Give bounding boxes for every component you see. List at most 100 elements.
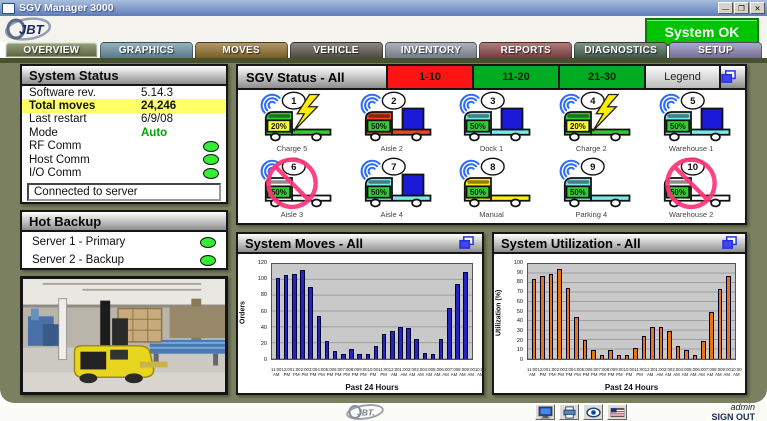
print-icon[interactable] [459, 236, 475, 250]
x-tick: 6:00 PM [334, 367, 343, 377]
vehicle-name: Dock 1 [479, 144, 504, 153]
jbt-footer-logo: JBT. [345, 404, 387, 421]
x-tick: 3:00 PM [564, 367, 574, 377]
vehicle-range-button-1-10[interactable]: 1-10 [388, 66, 475, 88]
chart-bar [332, 351, 338, 359]
x-tick: 3:00 AM [416, 367, 425, 377]
x-tick: 1:00 AM [399, 367, 408, 377]
chart-bar [717, 288, 723, 359]
chart-bar [582, 340, 588, 359]
tab-vehicle[interactable]: VEHICLE [289, 42, 383, 58]
chart-bar [675, 345, 681, 359]
chart-bar [650, 326, 655, 359]
chart-bar [591, 350, 596, 359]
bar-series [272, 264, 472, 359]
status-label: I/O Comm [29, 167, 82, 180]
x-tick: 7:00 AM [705, 367, 715, 377]
status-label: Total moves [29, 100, 96, 113]
sgv-status-panel: SGV Status - All 1-10 11-20 21-30 Legend 1… [236, 64, 747, 225]
y-tick: 80 [516, 279, 523, 286]
vehicle-range-button-11-20[interactable]: 11-20 [474, 66, 561, 88]
vehicle-6[interactable]: 6 50% Aisle 3 [242, 157, 342, 223]
vehicle-8[interactable]: 8 50% Manual [442, 157, 542, 223]
chart-bar [406, 328, 411, 359]
x-tick: 2:00 PM [300, 367, 309, 377]
vehicle-9[interactable]: 9 50% Parking 4 [541, 157, 641, 223]
tab-setup[interactable]: SETUP [669, 42, 762, 58]
vehicle-range-buttons: 1-10 11-20 21-30 [388, 66, 647, 88]
x-tick: 2:00 AM [407, 367, 417, 377]
footer-toolbar [535, 404, 627, 420]
x-tick: 6:00 AM [441, 367, 450, 377]
x-tick: 4:00 PM [317, 367, 326, 377]
system-moves-panel: System Moves - All Orders 0 20 40 60 80 100 12… [236, 232, 486, 395]
x-tick: 1:00 PM [548, 367, 557, 377]
print-icon[interactable] [722, 236, 738, 250]
x-tick: 4:00 AM [424, 367, 434, 377]
chart-bar [357, 354, 362, 359]
tab-inventory[interactable]: INVENTORY [384, 42, 478, 58]
system-status-panel: System Status Software rev. 5.14.3 Total m… [20, 64, 228, 204]
vehicle-name: Warehouse 1 [668, 144, 714, 153]
chart-bar [616, 355, 621, 359]
x-tick: 7:00 PM [598, 367, 607, 377]
x-tick: 9:00 PM [359, 367, 368, 377]
app-icon [2, 2, 15, 14]
eye-button[interactable] [583, 404, 603, 420]
x-tick: 5:00 AM [433, 367, 442, 377]
x-tick: 5:00 PM [325, 367, 335, 377]
sgv-icon: 9 50% [559, 157, 631, 208]
x-tick: 9:00 AM [466, 367, 475, 377]
tab-diagnostics[interactable]: DIAGNOSTICS [574, 42, 668, 58]
vehicle-5[interactable]: 5 50% Warehouse 1 [641, 91, 741, 157]
chart-bar [341, 354, 346, 359]
vehicle-4[interactable]: 4 20% Charge 2 [541, 91, 641, 157]
chart-bar [624, 355, 630, 359]
system-ok-button[interactable]: System OK [645, 18, 759, 46]
us-flag-button[interactable] [607, 404, 627, 420]
x-tick: 10:00 PM [367, 367, 379, 377]
svg-text:20%: 20% [271, 122, 287, 131]
tab-overview[interactable]: OVERVIEW [5, 42, 98, 58]
system-status-header: System Status [22, 66, 226, 86]
legend-button[interactable]: Legend [646, 66, 721, 88]
vehicle-2[interactable]: 2 50% Aisle 2 [342, 91, 442, 157]
plot-area [271, 263, 473, 360]
status-row: I/O Comm [22, 166, 226, 179]
svg-text:50%: 50% [670, 188, 686, 197]
close-button[interactable]: ✕ [750, 2, 765, 14]
vehicle-name: Warehouse 2 [668, 210, 714, 219]
restore-button[interactable]: ❐ [734, 2, 749, 14]
vehicle-3[interactable]: 3 50% Dock 1 [442, 91, 542, 157]
svg-text:9: 9 [590, 162, 595, 173]
chart-bar [349, 348, 354, 359]
sign-out-link[interactable]: SIGN OUT [711, 411, 755, 421]
y-tick: 60 [516, 298, 523, 305]
print-icon[interactable] [721, 70, 737, 84]
status-row: RF Comm [22, 140, 226, 153]
x-tick: 8:00 AM [714, 367, 723, 377]
y-tick: 40 [260, 324, 267, 331]
printer-button[interactable] [559, 404, 579, 420]
plot-area [527, 263, 736, 360]
x-tick: 11:00 PM [378, 367, 389, 377]
x-axis-label: Past 24 Hours [604, 383, 659, 392]
minimize-button[interactable]: — [718, 2, 733, 14]
system-moves-header: System Moves - All [238, 234, 482, 254]
x-tick: 12:00 AM [388, 367, 400, 377]
x-axis-ticks: 11:00 AM 12:00 PM 1:00 PM 2:00 PM 3:00 PM 4:00 PM 5:… [271, 367, 486, 380]
tab-graphics[interactable]: GRAPHICS [99, 42, 193, 58]
window-titlebar: SGV Manager 3000 — ❐ ✕ [0, 0, 767, 16]
sgv-icon: 6 50% [260, 157, 332, 210]
tab-reports[interactable]: REPORTS [479, 42, 573, 58]
monitor-button[interactable] [535, 404, 555, 420]
chart-bar [398, 326, 403, 359]
eye-icon [585, 406, 601, 419]
x-axis-label: Past 24 Hours [345, 383, 399, 392]
vehicle-7[interactable]: 7 50% Aisle 4 [342, 157, 442, 223]
tab-moves[interactable]: MOVES [194, 42, 288, 58]
vehicle-name: Charge 5 [276, 144, 308, 153]
vehicle-range-button-21-30[interactable]: 21-30 [560, 66, 647, 88]
vehicle-1[interactable]: 1 20% Charge 5 [242, 91, 342, 157]
vehicle-10[interactable]: 10 50% Warehouse 2 [641, 157, 741, 223]
